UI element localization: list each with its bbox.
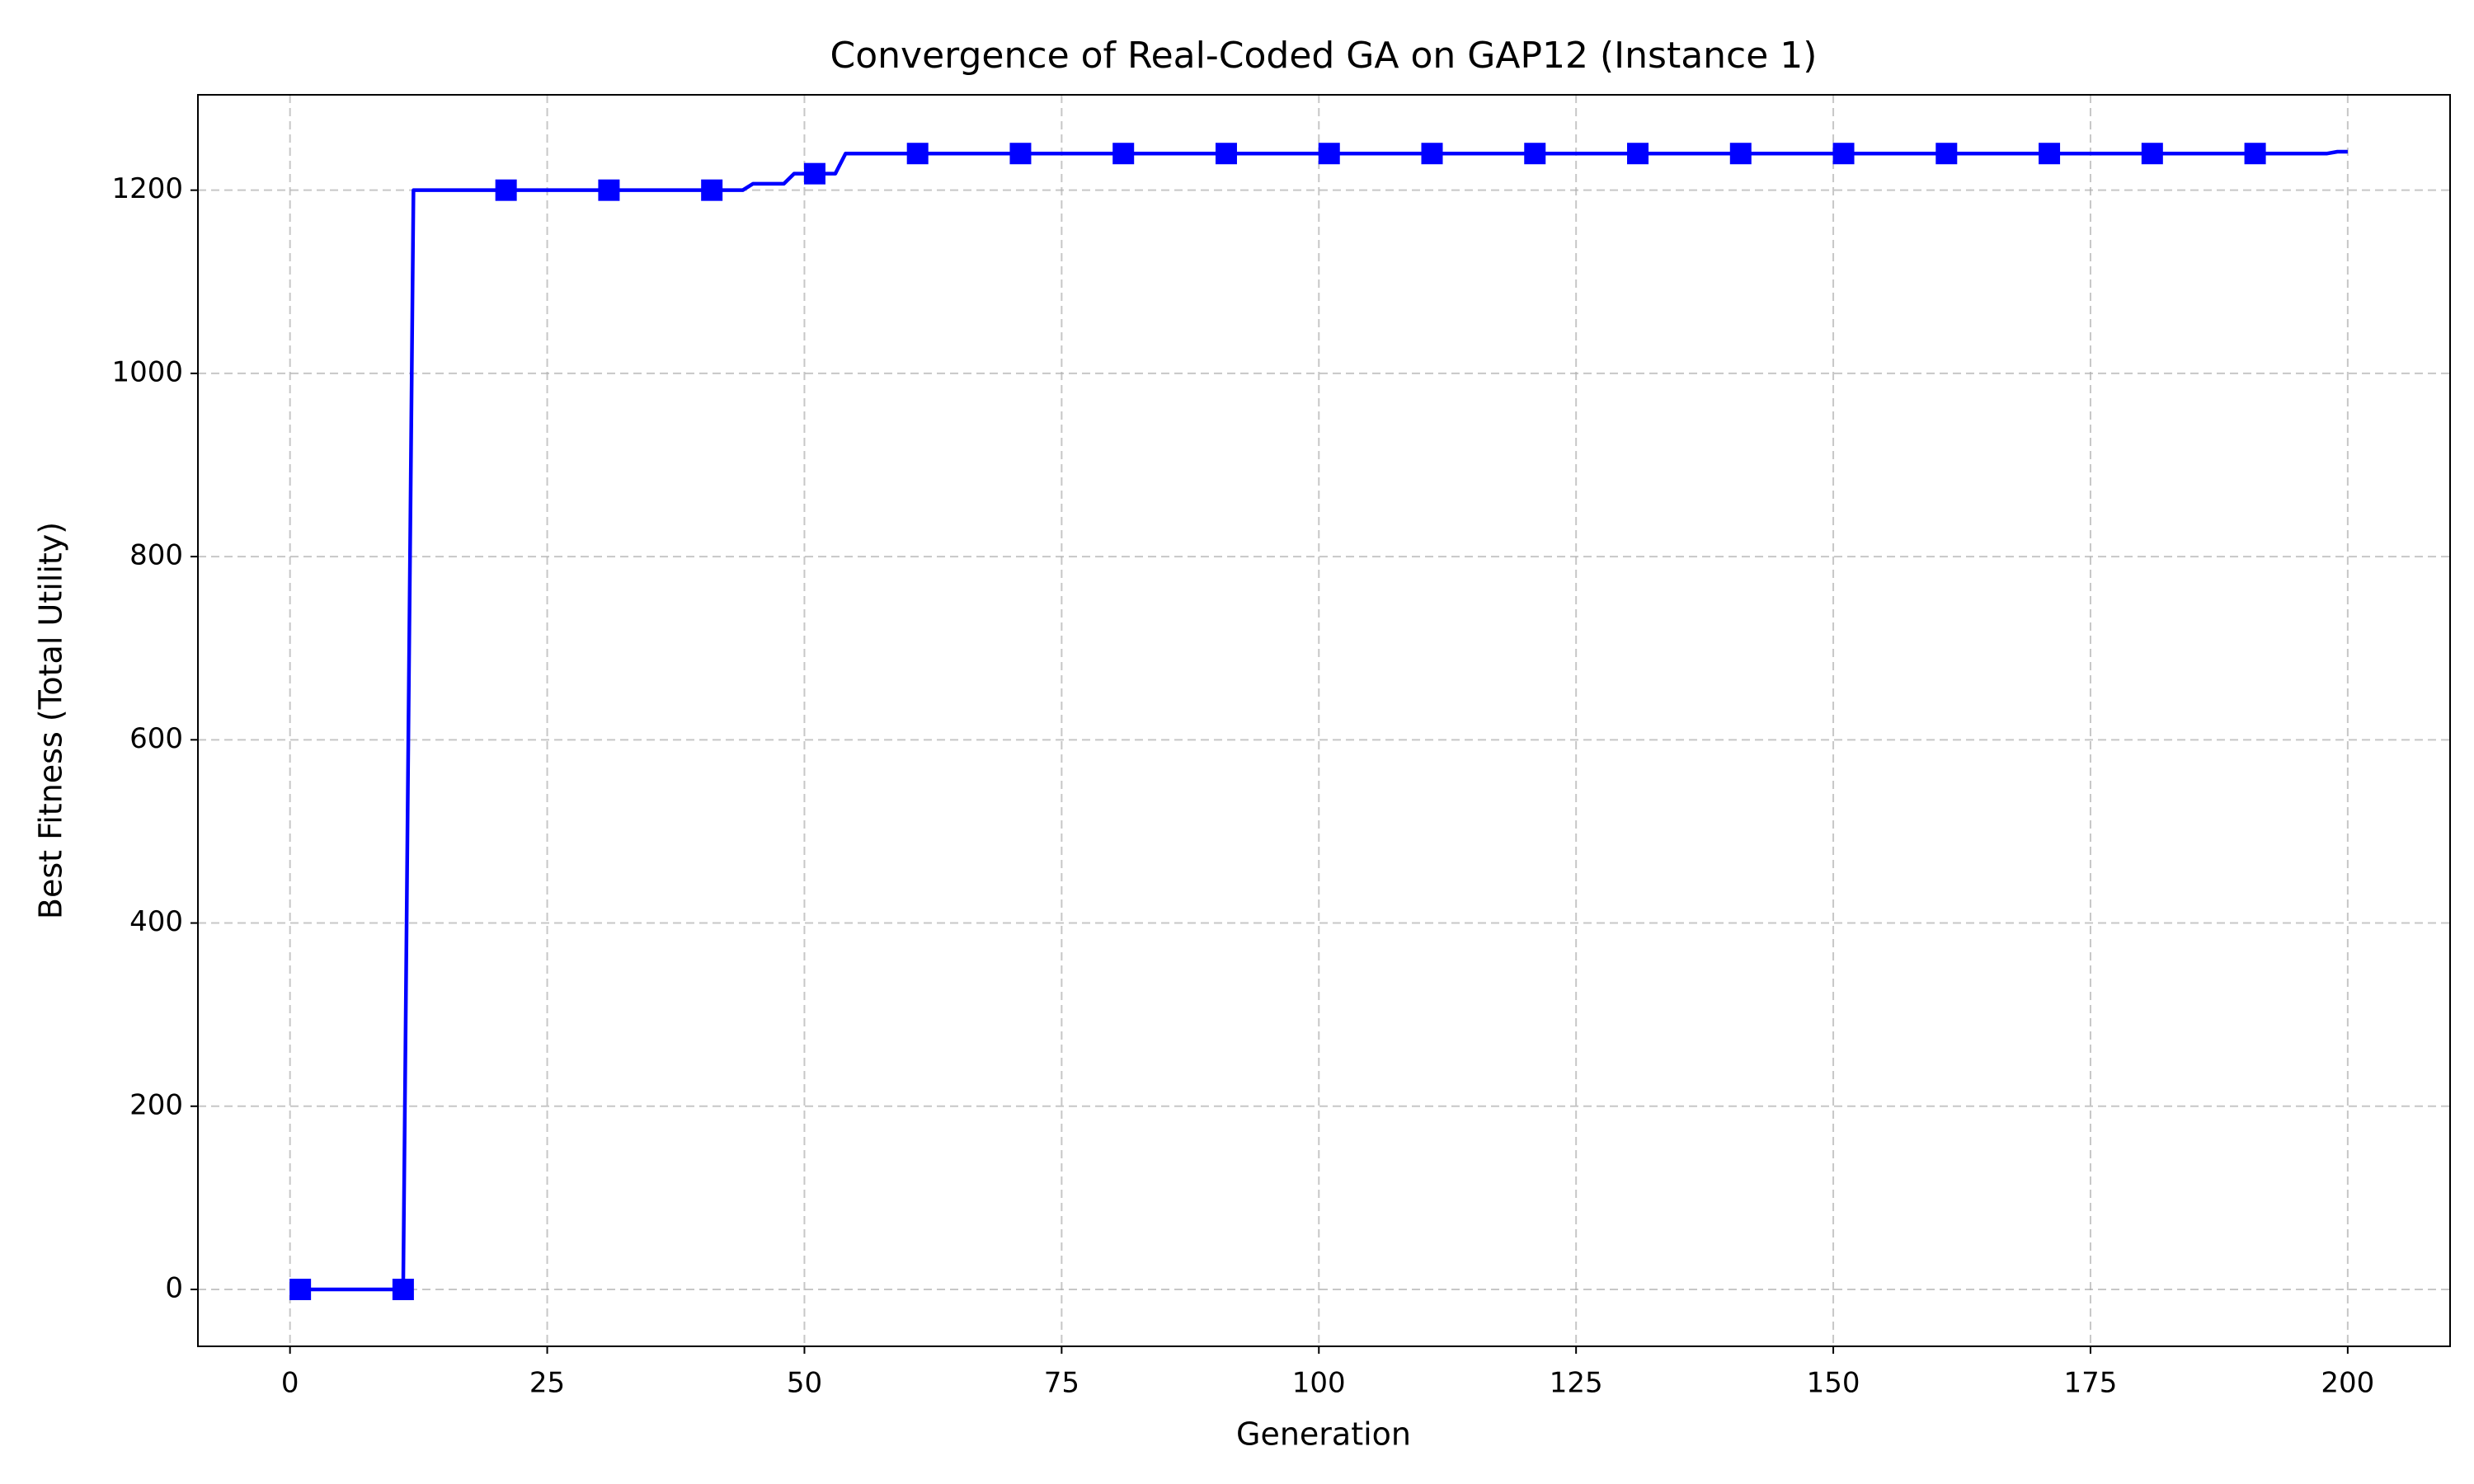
x-tick-label: 50 [787,1367,822,1400]
marker [1935,143,1958,165]
x-axis-label: Generation [1236,1416,1411,1453]
marker [1009,143,1032,165]
marker [701,179,723,201]
x-tick-label: 125 [1550,1367,1603,1400]
marker [392,1279,414,1300]
marker [2141,143,2163,165]
marker [1112,143,1135,165]
marker [598,179,620,201]
x-tick-label: 100 [1292,1367,1346,1400]
x-tick-label: 175 [2064,1367,2118,1400]
x-tick-label: 150 [1807,1367,1860,1400]
y-tick-label: 1200 [111,172,183,205]
marker [289,1279,312,1300]
y-tick-label: 1000 [111,355,183,388]
marker [1215,143,1237,165]
x-tick-label: 25 [529,1367,565,1400]
y-tick-label: 800 [129,539,183,572]
y-axis-label: Best Fitness (Total Utility) [33,522,69,919]
plot-frame [197,94,2451,1347]
marker [1729,143,1752,165]
marker [906,143,929,165]
x-tick-label: 75 [1044,1367,1079,1400]
marker [1421,143,1443,165]
marker [1627,143,1649,165]
y-tick-label: 200 [129,1088,183,1121]
marker [1524,143,1546,165]
y-tick-label: 600 [129,722,183,755]
marker [495,179,517,201]
marker [2244,143,2266,165]
chart-title: Convergence of Real-Coded GA on GAP12 (I… [830,35,1818,77]
x-tick-label: 200 [2321,1367,2374,1400]
y-tick-label: 0 [165,1272,183,1305]
y-tick-label: 400 [129,905,183,938]
marker [803,162,825,185]
x-tick-label: 0 [281,1367,299,1400]
marker [1832,143,1855,165]
marker [2039,143,2061,165]
marker [1318,143,1340,165]
line [300,149,2348,1292]
